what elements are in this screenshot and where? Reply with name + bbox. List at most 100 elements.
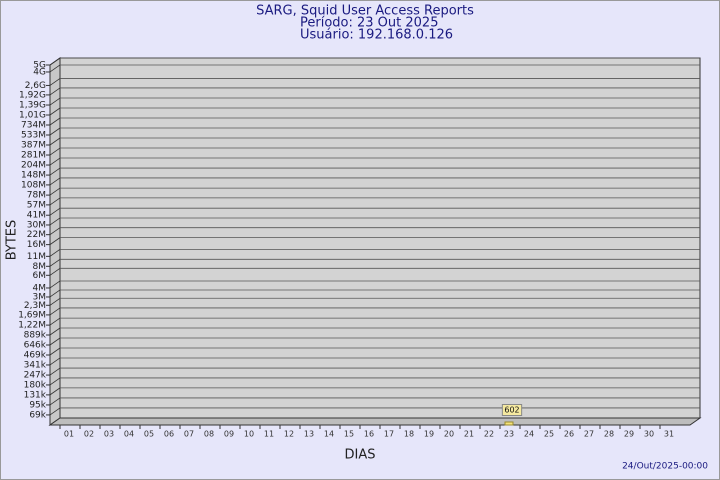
subtitle: Usuário: 192.168.0.126 — [300, 28, 453, 43]
y-tick-label: 734M — [21, 120, 46, 130]
y-tick-label: 6M — [33, 271, 47, 281]
y-tick-label: 2,3M — [24, 301, 46, 311]
grid-line — [49, 157, 61, 166]
grid-line — [49, 337, 61, 346]
grid-line — [49, 387, 61, 396]
grid-line — [49, 267, 61, 276]
grid-line — [49, 227, 61, 235]
subtitle: Período: 23 Out 2025 — [300, 16, 438, 31]
y-tick-label: 148M — [21, 171, 46, 181]
x-tick-label: 29 — [624, 430, 634, 439]
grid-line — [49, 280, 61, 289]
x-tick-label: 27 — [584, 430, 594, 439]
grid-line — [49, 297, 61, 306]
y-tick-label: 341k — [24, 360, 47, 370]
value-label-box — [501, 404, 523, 416]
x-tick-label: 13 — [304, 430, 314, 439]
x-tick-label: 17 — [384, 430, 394, 439]
grid-line — [49, 97, 61, 106]
x-tick-label: 01 — [64, 430, 74, 439]
x-tick-label: 05 — [144, 430, 154, 439]
y-tick-label: 22M — [27, 230, 46, 240]
grid-line — [49, 177, 61, 186]
y-tick-label: 5G — [33, 61, 46, 71]
grid-line — [49, 258, 61, 267]
grid-line — [49, 347, 61, 356]
y-tick-label: 1,01G — [19, 111, 46, 121]
y-tick-label: 108M — [21, 180, 46, 190]
plot-floor — [48, 417, 702, 426]
y-tick-label: 1,92G — [19, 90, 46, 100]
y-tick-label: 533M — [21, 131, 46, 141]
grid-line — [49, 78, 61, 86]
y-tick-label: 1,69M — [18, 310, 46, 320]
y-tick-label: 2,6G — [25, 81, 46, 91]
x-tick-label: 16 — [364, 430, 374, 439]
y-tick-label: 4G — [33, 67, 46, 77]
x-tick-label: 25 — [544, 430, 554, 439]
y-tick-label: 8M — [33, 262, 47, 272]
grid-line — [49, 167, 61, 176]
x-tick-label: 24 — [524, 430, 534, 439]
y-tick-label: 3M — [33, 292, 47, 302]
y-tick-label: 78M — [27, 191, 46, 201]
grid-line — [49, 87, 61, 96]
x-tick-label: 22 — [484, 430, 494, 439]
x-tick-label: 15 — [344, 430, 354, 439]
grid-line — [49, 197, 61, 206]
x-tick-label: 09 — [224, 430, 234, 439]
grid-line — [49, 117, 61, 126]
y-tick-label: 16M — [27, 240, 46, 250]
y-tick-label: 180k — [24, 380, 47, 390]
grid-line — [49, 147, 61, 156]
grid-line — [49, 127, 61, 136]
grid-line — [49, 327, 61, 336]
grid-line — [49, 249, 61, 257]
value-label: 602 — [504, 406, 519, 415]
grid-line — [49, 187, 61, 196]
x-tick-label: 14 — [324, 430, 334, 439]
x-tick-label: 19 — [424, 430, 434, 439]
y-tick-label: 889k — [24, 331, 47, 341]
grid-line — [49, 407, 61, 416]
grid-line — [49, 377, 61, 386]
grid-line — [49, 207, 61, 216]
y-tick-label: 11M — [27, 252, 46, 262]
bar — [504, 421, 514, 426]
x-tick-label: 08 — [204, 430, 214, 439]
x-tick-label: 11 — [264, 430, 274, 439]
grid-line — [49, 137, 61, 146]
x-tick-label: 06 — [164, 430, 174, 439]
y-tick-label: 469k — [24, 351, 47, 361]
grid-line — [49, 367, 61, 376]
grid-line — [49, 317, 61, 326]
x-tick-label: 07 — [184, 430, 194, 439]
x-tick-label: 26 — [564, 430, 574, 439]
x-axis-label: DIAS — [345, 448, 376, 463]
y-axis-label: BYTES — [5, 220, 20, 261]
x-tick-label: 04 — [124, 430, 134, 439]
y-tick-label: 204M — [21, 161, 46, 171]
x-tick-label: 02 — [84, 430, 94, 439]
y-tick-label: 57M — [27, 200, 46, 210]
y-tick-label: 281M — [21, 151, 46, 161]
y-tick-label: 387M — [21, 141, 46, 151]
y-tick-label: 30M — [27, 220, 46, 230]
x-tick-label: 21 — [464, 430, 474, 439]
y-tick-label: 646k — [24, 340, 47, 350]
y-tick-label: 247k — [24, 371, 47, 381]
grid-line — [49, 107, 61, 116]
grid-line — [49, 64, 61, 73]
y-tick-label: 4M — [33, 283, 47, 293]
footer: 24/Out/2025-00:00 — [622, 462, 708, 472]
y-tick-label: 1,39G — [19, 101, 46, 111]
x-tick-label: 12 — [284, 430, 294, 439]
x-tick-label: 31 — [664, 430, 674, 439]
grid-line — [49, 357, 61, 366]
x-tick-label: 10 — [244, 430, 254, 439]
grid-line — [49, 237, 61, 245]
x-tick-label: 30 — [644, 430, 654, 439]
y-tick-label: 69k — [29, 410, 46, 420]
grid-line — [49, 397, 61, 406]
